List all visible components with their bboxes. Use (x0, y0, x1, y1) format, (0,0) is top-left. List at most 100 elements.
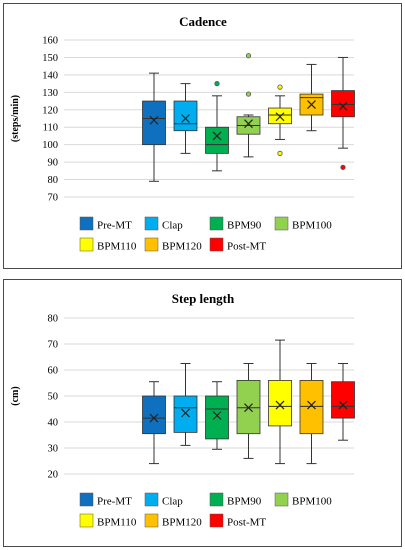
outlier-point (277, 84, 283, 90)
box-pre-mt (142, 381, 166, 465)
legend-item-clap: Clap (144, 492, 183, 508)
legend-swatch (79, 492, 94, 507)
legend-swatch (209, 237, 224, 252)
legend-label: BPM110 (97, 241, 137, 253)
legend-swatch (144, 216, 159, 231)
mean-marker (149, 413, 159, 423)
legend-swatch (144, 513, 159, 528)
box-bpm90 (205, 81, 229, 172)
y-tick-label: 50 (48, 392, 59, 403)
iqr-box (268, 380, 292, 427)
y-tick-label: 160 (42, 36, 58, 47)
legend-label: BPM90 (227, 496, 262, 508)
mean-marker (244, 119, 253, 129)
step-length-chart-panel: Step length (cm) 20 30 40 50 60 70 80 Pre-MT Clap B… (3, 279, 402, 547)
mean-marker (181, 114, 190, 123)
legend-item-clap: Clap (144, 216, 183, 232)
iqr-box (299, 380, 324, 435)
legend-label: Pre-MT (97, 496, 132, 508)
y-tick-label: 140 (42, 70, 58, 81)
legend-label: Post-MT (227, 241, 266, 253)
y-tick-label: 100 (42, 140, 58, 151)
iqr-box (205, 395, 229, 440)
mean-marker (212, 131, 222, 141)
legend-swatch (209, 216, 224, 231)
legend-item-bpm100: BPM100 (274, 216, 332, 232)
iqr-box (173, 100, 198, 132)
y-tick-label: 40 (48, 418, 59, 429)
iqr-box (205, 126, 229, 154)
y-tick-label: 60 (48, 366, 59, 377)
legend-item-pre-mt: Pre-MT (79, 216, 132, 232)
mean-marker (338, 400, 348, 410)
legend-label: BPM100 (292, 220, 332, 232)
outlier-point (277, 150, 283, 156)
box-pre-mt (142, 72, 166, 182)
box-post-mt (331, 363, 355, 441)
legend-swatch (274, 492, 289, 507)
legend-swatch (79, 216, 94, 231)
mean-marker (212, 411, 222, 420)
legend-label: BPM110 (97, 517, 137, 529)
mean-marker (149, 115, 159, 125)
y-tick-label: 20 (48, 470, 59, 481)
mean-marker (307, 400, 316, 410)
y-axis-label: (cm) (10, 386, 21, 405)
cadence-chart-panel: Cadence (steps/min) 70 80 90 100 110 120 130 140 1… (3, 3, 402, 269)
outlier-point (340, 164, 346, 170)
box-bpm100 (236, 363, 261, 459)
legend-label: Pre-MT (97, 220, 132, 232)
legend-swatch (209, 513, 224, 528)
mean-marker (275, 400, 285, 410)
legend-item-bpm90: BPM90 (209, 492, 262, 508)
iqr-box (142, 395, 166, 435)
legend-swatch (144, 492, 159, 507)
box-bpm120 (299, 63, 324, 132)
mean-marker (181, 408, 190, 418)
legend-swatch (144, 237, 159, 252)
legend-item-bpm110: BPM110 (79, 513, 137, 529)
chart-title: Step length (172, 291, 235, 306)
outlier-point (245, 53, 252, 59)
legend-item-bpm100: BPM100 (274, 492, 332, 508)
box-bpm110 (268, 84, 292, 156)
legend-label: BPM120 (162, 517, 202, 529)
legend-item-pre-mt: Pre-MT (79, 492, 132, 508)
iqr-box (173, 395, 198, 433)
y-tick-label: 110 (43, 123, 58, 134)
y-tick-label: 90 (48, 158, 59, 169)
y-tick-label: 70 (48, 193, 59, 204)
mean-marker (338, 101, 348, 111)
mean-marker (275, 112, 285, 122)
y-tick-label: 30 (48, 444, 59, 455)
legend-swatch (274, 216, 289, 231)
legend-label: BPM100 (292, 496, 332, 508)
mean-marker (244, 403, 253, 413)
legend-item-post-mt: Post-MT (209, 237, 266, 253)
y-tick-label: 80 (48, 175, 59, 186)
mean-marker (307, 100, 316, 109)
legend-label: BPM90 (227, 220, 262, 232)
y-tick-label: 120 (42, 105, 58, 116)
iqr-box (268, 107, 292, 125)
box-bpm110 (268, 339, 292, 465)
outlier-point (245, 91, 252, 97)
legend-label: Clap (162, 220, 183, 232)
box-clap (173, 83, 198, 154)
legend-item-bpm120: BPM120 (144, 237, 202, 253)
step-length-chart: Step length (cm) 20 30 40 50 60 70 80 Pre-MT Clap B… (10, 291, 355, 529)
cadence-chart: Cadence (steps/min) 70 80 90 100 110 120 130 140 1… (10, 14, 355, 253)
legend-label: Post-MT (227, 517, 266, 529)
legend-item-post-mt: Post-MT (209, 513, 266, 529)
y-tick-label: 150 (42, 53, 58, 64)
legend-swatch (209, 492, 224, 507)
legend-label: BPM120 (162, 241, 202, 253)
chart-title: Cadence (179, 14, 227, 29)
legend-label: Clap (162, 496, 183, 508)
legend-item-bpm120: BPM120 (144, 513, 202, 529)
y-axis-label: (steps/min) (10, 95, 21, 142)
box-bpm100 (236, 53, 261, 158)
outlier-point (214, 81, 220, 87)
legend-item-bpm90: BPM90 (209, 216, 262, 232)
legend-swatch (79, 237, 94, 252)
